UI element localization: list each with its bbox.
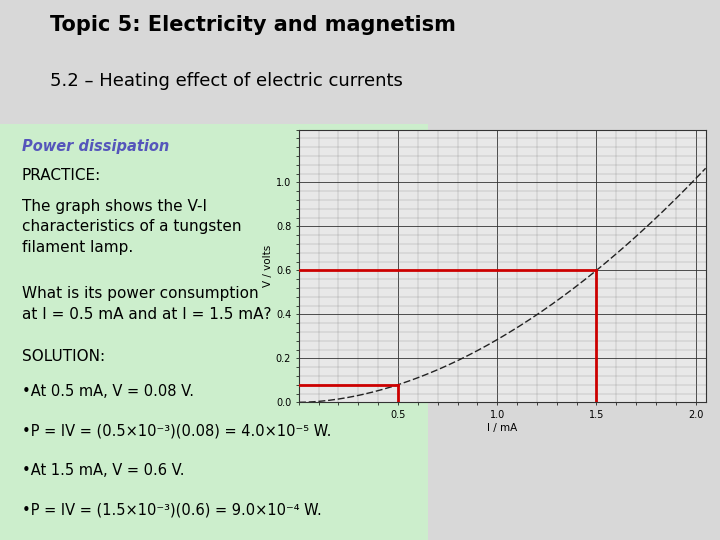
Text: What is its power consumption
at I = 0.5 mA and at I = 1.5 mA?: What is its power consumption at I = 0.5…	[22, 286, 271, 322]
Y-axis label: V / volts: V / volts	[263, 245, 273, 287]
Text: Power dissipation: Power dissipation	[22, 139, 169, 154]
Text: The graph shows the V-I
characteristics of a tungsten
filament lamp.: The graph shows the V-I characteristics …	[22, 199, 241, 255]
X-axis label: I / mA: I / mA	[487, 423, 518, 433]
Text: •P = IV = (0.5×10⁻³)(0.08) = 4.0×10⁻⁵ W.: •P = IV = (0.5×10⁻³)(0.08) = 4.0×10⁻⁵ W.	[22, 423, 331, 438]
Text: SOLUTION:: SOLUTION:	[22, 349, 104, 364]
Text: PRACTICE:: PRACTICE:	[22, 168, 101, 183]
Text: •At 0.5 mA, V = 0.08 V.: •At 0.5 mA, V = 0.08 V.	[22, 384, 194, 399]
Text: 5.2 – Heating effect of electric currents: 5.2 – Heating effect of electric current…	[50, 72, 403, 90]
Text: Topic 5: Electricity and magnetism: Topic 5: Electricity and magnetism	[50, 15, 456, 35]
Bar	[0, 124, 428, 540]
Text: •P = IV = (1.5×10⁻³)(0.6) = 9.0×10⁻⁴ W.: •P = IV = (1.5×10⁻³)(0.6) = 9.0×10⁻⁴ W.	[22, 503, 321, 517]
Text: •At 1.5 mA, V = 0.6 V.: •At 1.5 mA, V = 0.6 V.	[22, 463, 184, 478]
